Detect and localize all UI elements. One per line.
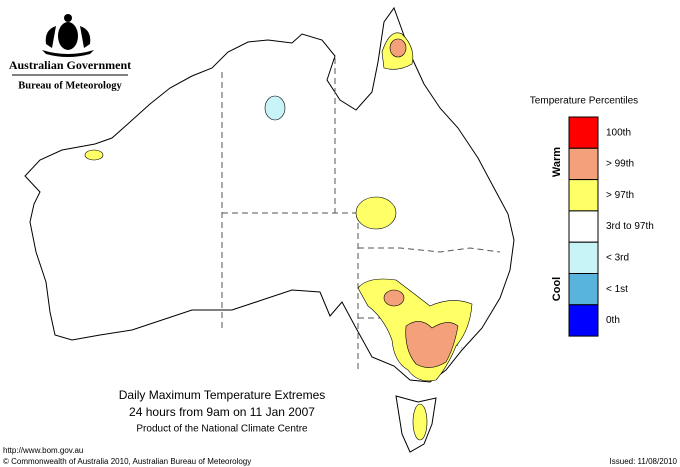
legend-swatch	[568, 116, 599, 149]
state-border	[358, 247, 501, 253]
legend-swatch	[568, 241, 599, 274]
legend-label: > 97th	[606, 190, 634, 201]
legend-title: Temperature Percentiles	[530, 96, 638, 107]
legend-label: > 99th	[606, 159, 634, 170]
footer-copyright: © Commonwealth of Australia 2010, Austra…	[3, 457, 251, 466]
legend-label: 0th	[606, 315, 620, 326]
legend-swatch	[568, 179, 599, 212]
anomaly-regions	[84, 32, 473, 441]
legend-swatch	[568, 210, 599, 243]
legend-cool-label: Cool	[551, 277, 563, 301]
footer-issued: Issued: 11/08/2010	[610, 457, 678, 466]
legend-label: < 3rd	[606, 252, 629, 263]
coat-of-arms	[42, 14, 94, 57]
legend-swatch	[568, 147, 599, 181]
header-subtitle: Bureau of Meteorology	[18, 80, 122, 91]
legend-label: 100th	[606, 127, 631, 138]
footer-url: http://www.bom.gov.au	[3, 446, 83, 455]
legend-swatch	[568, 304, 599, 337]
legend: 100th > 99th > 97th 3rd to 97th < 3rd < 1st 0t…	[568, 116, 654, 337]
header-title: Australian Government	[9, 58, 131, 72]
legend-warm-label: Warm	[551, 147, 563, 177]
caption-line: Product of the National Climate Centre	[136, 424, 308, 435]
caption-line: Daily Maximum Temperature Extremes	[119, 388, 326, 402]
caption-line: 24 hours from 9am on 11 Jan 2007	[129, 405, 315, 419]
legend-label: 3rd to 97th	[606, 221, 654, 232]
legend-label: < 1st	[606, 284, 628, 295]
legend-swatch	[568, 273, 599, 306]
